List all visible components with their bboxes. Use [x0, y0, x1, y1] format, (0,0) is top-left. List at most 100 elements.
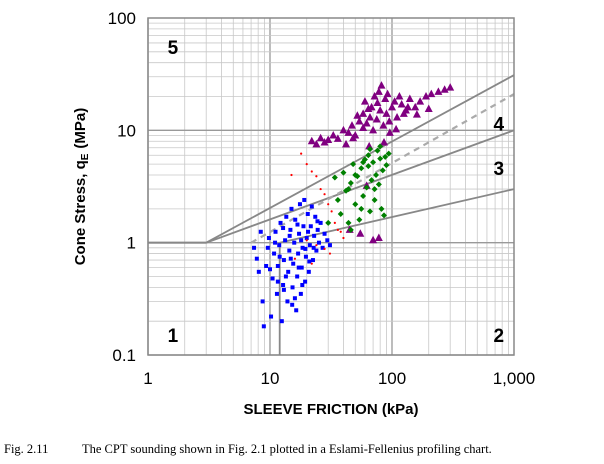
data-point-dot	[339, 230, 342, 233]
data-point-triangle	[372, 114, 381, 123]
data-point-triangle	[324, 135, 333, 144]
data-point-square	[315, 227, 320, 232]
data-point-diamond	[385, 150, 392, 157]
data-point-triangle	[390, 97, 399, 105]
data-point-diamond	[379, 167, 386, 174]
data-point-dot	[310, 262, 313, 265]
data-point-square	[294, 308, 299, 313]
data-point-square	[325, 238, 330, 243]
data-point-square	[268, 267, 272, 272]
data-point-square	[303, 246, 308, 251]
data-point-triangle	[353, 111, 362, 119]
data-point-square	[300, 282, 305, 287]
data-point-triangle	[446, 83, 455, 91]
data-point-dot	[330, 210, 333, 213]
data-point-triangle	[365, 113, 374, 121]
data-point-diamond	[358, 165, 365, 172]
data-point-dot	[336, 228, 339, 231]
data-point-dot	[323, 247, 326, 251]
y-axis-title: Cone Stress, qE (MPa)	[72, 108, 91, 266]
data-point-diamond	[377, 155, 384, 162]
data-point-square	[320, 245, 325, 250]
data-point-diamond	[345, 186, 352, 193]
data-point-square	[293, 217, 298, 222]
data-point-triangle	[339, 125, 348, 134]
data-point-diamond	[350, 161, 357, 168]
data-point-triangle	[385, 116, 394, 125]
data-point-square	[281, 282, 286, 287]
data-point-triangle	[381, 94, 390, 103]
data-point-square	[287, 248, 292, 253]
data-point-square	[277, 254, 282, 259]
x-axis-title: SLEEVE FRICTION (kPa)	[243, 401, 418, 418]
data-point-square	[300, 245, 305, 250]
data-point-square	[289, 206, 294, 211]
data-point-square	[314, 248, 319, 253]
zone-label: 2	[493, 326, 504, 347]
data-point-diamond	[377, 143, 384, 150]
data-point-triangle	[382, 109, 391, 117]
data-point-diamond	[371, 186, 378, 193]
data-point-diamond	[345, 219, 352, 226]
data-point-dot	[315, 244, 318, 247]
data-point-triangle	[316, 133, 325, 142]
y-tick-label: 1	[127, 234, 136, 253]
data-point-dot	[342, 236, 345, 240]
data-point-square	[306, 229, 311, 234]
data-point-square	[265, 245, 270, 250]
data-point-square	[269, 314, 274, 319]
data-point-square	[273, 229, 278, 234]
data-point-square	[316, 240, 321, 245]
data-point-square	[297, 202, 302, 207]
data-point-triangle	[422, 92, 431, 100]
data-point-triangle	[374, 233, 383, 242]
plot-frame	[147, 17, 515, 356]
y-tick-label: 0.1	[112, 346, 136, 365]
data-point-dot	[290, 173, 293, 177]
data-points	[252, 81, 455, 329]
chart: 1 2 3 4 5 1 10 100 1,000 0.1 1 10 100 SLEEVE FRICTI…	[72, 9, 535, 418]
data-point-square	[277, 243, 282, 248]
data-point-triangle	[369, 235, 378, 244]
data-point-triangle	[362, 119, 371, 127]
data-point-square	[302, 197, 307, 202]
x-tick-label: 1	[143, 369, 152, 388]
data-point-triangle	[369, 125, 378, 134]
data-point-diamond	[347, 226, 354, 233]
data-point-square	[260, 299, 265, 304]
data-point-diamond	[366, 146, 373, 153]
boundary-line-3	[279, 188, 515, 244]
data-point-square	[290, 302, 295, 307]
data-point-triangle	[312, 139, 321, 148]
data-point-square	[275, 263, 280, 268]
caption-label: Fig. 2.11	[4, 442, 49, 456]
data-point-triangle	[392, 124, 401, 133]
data-point-diamond	[382, 153, 389, 160]
data-point-triangle	[416, 97, 425, 105]
zone-label: 5	[168, 38, 179, 59]
data-point-diamond	[381, 212, 388, 219]
data-point-square	[312, 233, 317, 238]
data-point-dot	[328, 252, 332, 255]
data-point-triangle	[329, 130, 338, 139]
data-point-dot	[323, 193, 326, 196]
zone-labels: 1 2 3 4 5	[168, 38, 505, 347]
data-point-square	[281, 226, 286, 231]
data-point-square	[288, 227, 293, 232]
x-tick-label: 10	[261, 369, 280, 388]
data-point-dot	[293, 257, 297, 260]
data-point-square	[254, 256, 259, 261]
data-point-square	[304, 236, 309, 241]
data-point-diamond	[368, 177, 375, 184]
data-point-dot	[327, 203, 330, 206]
data-point-square	[291, 261, 296, 266]
data-point-diamond	[375, 181, 382, 188]
y-axis-title-subscript: E	[80, 153, 91, 160]
data-point-triangle	[434, 87, 443, 95]
data-point-square	[305, 211, 310, 216]
data-point-square	[313, 214, 318, 219]
boundary-line-1	[148, 74, 515, 244]
data-point-triangle	[412, 110, 421, 118]
data-point-triangle	[349, 133, 358, 142]
data-point-square	[327, 243, 332, 248]
